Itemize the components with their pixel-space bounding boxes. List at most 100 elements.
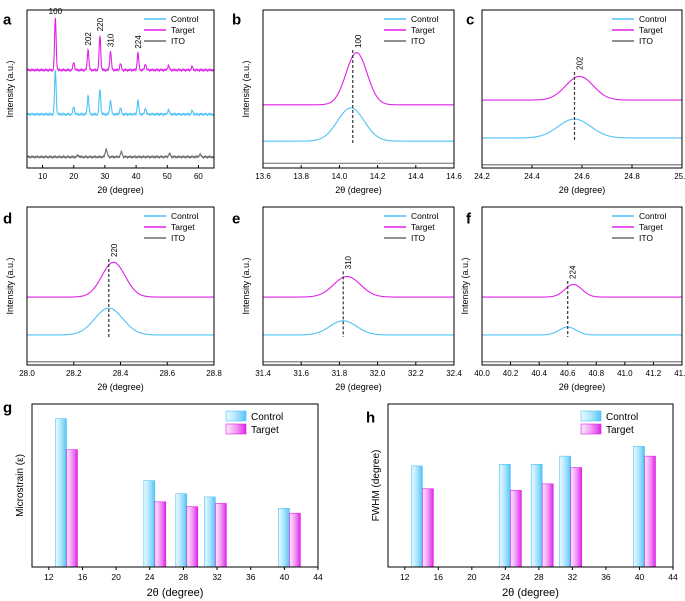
x-tick-label: 24.6 <box>574 172 590 181</box>
x-axis-label: 2θ (degree) <box>502 587 559 599</box>
x-tick-label: 31.4 <box>255 369 271 378</box>
peak-label: 202 <box>576 56 585 70</box>
x-tick-label: 44 <box>313 572 323 582</box>
peak-label: 220 <box>96 17 105 31</box>
x-tick-label: 28 <box>179 572 189 582</box>
series-line-control <box>263 320 454 336</box>
x-tick-label: 40 <box>132 172 141 181</box>
legend-label: Control <box>639 14 667 24</box>
bar-target <box>570 467 583 568</box>
x-tick-label: 41.4 <box>674 369 685 378</box>
bar-control <box>143 480 156 568</box>
panel-label: b <box>232 11 241 28</box>
panel-g: g 12 16 20 24 28 32 36 40 44 2θ (degree) Microstrai… <box>3 399 323 599</box>
panel-f: f 40.0 40.2 40.4 40.6 40.8 41.0 41.2 41.4 2θ (deg… <box>460 206 685 392</box>
x-tick-label: 14.0 <box>332 172 348 181</box>
legend-label: Target <box>251 425 279 436</box>
y-axis-label: Intensity (a.u.) <box>460 257 470 314</box>
x-tick-label: 25.0 <box>674 172 685 181</box>
legend-swatch-target <box>225 423 247 435</box>
x-tick-label: 40.4 <box>531 369 547 378</box>
legend-label: Control <box>251 412 283 423</box>
plot-frame <box>26 9 215 169</box>
x-tick-label: 14.2 <box>370 172 386 181</box>
plot-frame <box>481 206 683 366</box>
x-axis-label: 2θ (degree) <box>335 382 382 392</box>
legend-label: ITO <box>411 36 425 46</box>
legend-label: Control <box>639 211 667 221</box>
panel-a: a 10 20 30 40 50 60 2θ (degree) Intensity (a.u.)… <box>3 7 215 195</box>
panel-label: h <box>366 409 375 426</box>
x-tick-label: 32.0 <box>370 369 386 378</box>
x-tick-label: 31.8 <box>332 369 348 378</box>
bar-target <box>289 512 301 568</box>
bar-control <box>55 418 67 568</box>
x-tick-label: 28.6 <box>159 369 175 378</box>
y-axis-label: Intensity (a.u.) <box>241 257 251 314</box>
series-line-target <box>27 261 214 298</box>
legend-label: Target <box>606 425 634 436</box>
bar-target <box>154 501 167 568</box>
peak-label: 220 <box>110 243 119 257</box>
x-tick-label: 28.4 <box>113 369 129 378</box>
legend-swatch-control <box>580 410 602 422</box>
legend-label: ITO <box>171 233 185 243</box>
series-line-target <box>263 275 454 298</box>
x-tick-label: 32 <box>212 572 222 582</box>
bar-control <box>175 493 188 568</box>
x-tick-label: 40.0 <box>474 369 490 378</box>
y-axis-label: Microstrain (ε) <box>15 454 26 517</box>
x-tick-label: 32.2 <box>408 369 424 378</box>
bar-target <box>186 506 199 568</box>
bar-target <box>422 488 434 568</box>
panel-label: a <box>3 11 12 28</box>
bar-target <box>66 449 78 568</box>
x-tick-label: 24.2 <box>474 172 490 181</box>
x-tick-label: 40.2 <box>503 369 519 378</box>
y-axis-label: Intensity (a.u.) <box>5 257 15 314</box>
series-line-control <box>26 70 215 117</box>
x-axis-label: 2θ (degree) <box>97 382 144 392</box>
peak-label: 310 <box>107 33 116 47</box>
x-axis-label: 2θ (degree) <box>335 185 382 195</box>
x-tick-label: 10 <box>38 172 47 181</box>
bar-control <box>278 508 290 568</box>
x-tick-label: 24.8 <box>624 172 640 181</box>
x-axis-label: 2θ (degree) <box>147 587 204 599</box>
bar-target <box>510 490 522 568</box>
legend-label: Control <box>171 211 199 221</box>
bar-target <box>541 483 554 568</box>
series-line-control <box>263 107 454 142</box>
peak-label: 310 <box>344 255 353 269</box>
panel-label: c <box>466 11 474 28</box>
x-tick-label: 40 <box>280 572 290 582</box>
legend-label: Control <box>171 14 199 24</box>
x-tick-label: 24.4 <box>524 172 540 181</box>
x-axis-label: 2θ (degree) <box>559 382 606 392</box>
panel-c: c 24.2 24.4 24.6 24.8 25.0 2θ (degree) ControlT… <box>466 9 685 195</box>
y-axis-label: Intensity (a.u.) <box>241 60 251 117</box>
series-line-target <box>26 17 215 73</box>
x-tick-label: 32 <box>568 572 578 582</box>
bar-control <box>530 464 543 568</box>
x-tick-label: 44 <box>668 572 678 582</box>
series-line-control <box>482 118 682 139</box>
x-axis-label: 2θ (degree) <box>559 185 606 195</box>
series-line-control <box>27 307 214 336</box>
plot-frame <box>262 206 455 366</box>
legend-swatch-control <box>225 410 247 422</box>
panel-label: g <box>3 399 12 416</box>
peak-label: 202 <box>84 32 93 46</box>
legend-label: Control <box>411 211 439 221</box>
x-tick-label: 31.6 <box>293 369 309 378</box>
x-tick-label: 28.8 <box>206 369 222 378</box>
legend-label: ITO <box>639 233 653 243</box>
x-tick-label: 40.6 <box>560 369 576 378</box>
x-tick-label: 20 <box>467 572 477 582</box>
x-tick-label: 28.2 <box>66 369 82 378</box>
panel-label: e <box>232 210 240 227</box>
bar-control <box>499 464 511 568</box>
plot-frame <box>262 9 455 169</box>
legend-label: ITO <box>639 36 653 46</box>
